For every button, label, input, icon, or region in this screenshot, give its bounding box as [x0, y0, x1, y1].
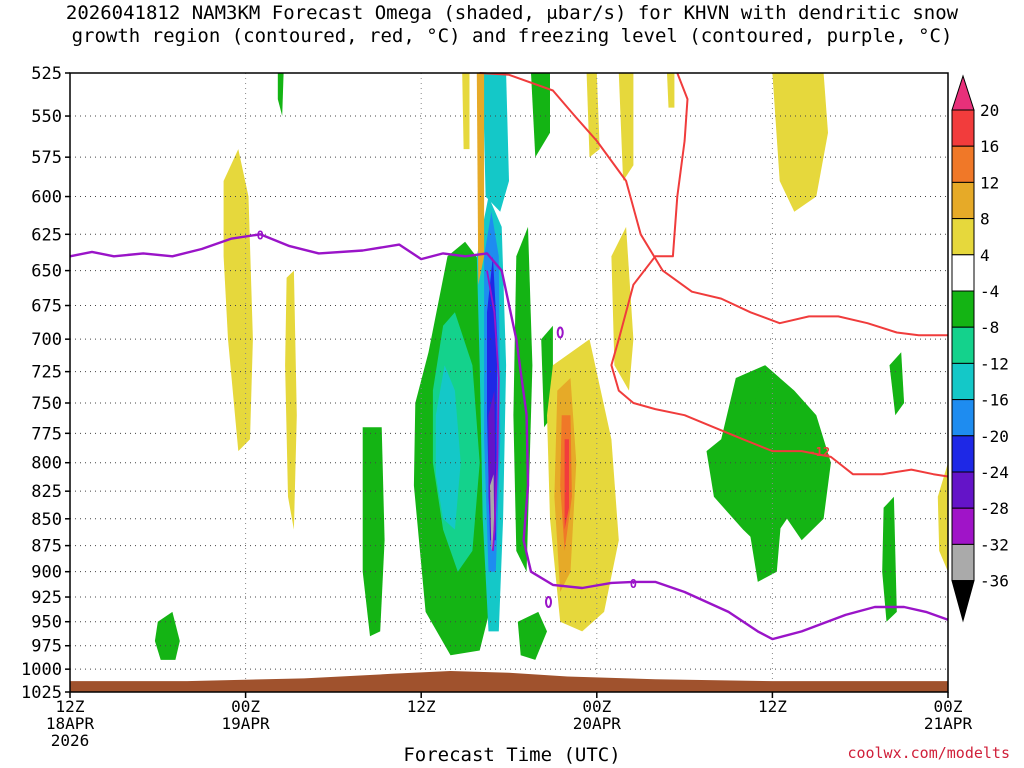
y-tick-label: 550 — [31, 107, 62, 127]
colorbar-label: -36 — [980, 572, 1009, 591]
freezing-level-label: 0 — [630, 577, 637, 591]
omega-shade-negative — [513, 226, 533, 572]
colorbar-label: -16 — [980, 391, 1009, 410]
freezing-level-contour — [69, 233, 949, 641]
x-tick-label: 21APR — [924, 714, 973, 733]
colorbar-label: -4 — [980, 282, 999, 301]
dgz-contour — [479, 72, 948, 337]
colorbar-segment — [951, 326, 975, 364]
x-tick-label: 00Z — [582, 697, 611, 716]
colorbar-segment — [951, 181, 975, 220]
x-tick-label: 12Z — [758, 697, 787, 716]
y-tick-label: 750 — [31, 394, 62, 414]
x-tick-label: 18APR — [46, 714, 95, 733]
colorbar-label: 4 — [980, 246, 990, 265]
colorbar-label: 20 — [980, 101, 999, 120]
colorbar-arrow-bottom — [951, 580, 975, 623]
omega-shade-negative — [362, 427, 385, 637]
omega-shade-negative — [277, 73, 284, 116]
x-tick-label: 2026 — [51, 731, 90, 750]
colorbar-label: -12 — [980, 354, 1009, 373]
omega-shade-positive — [223, 149, 253, 452]
x-tick-label: 12Z — [407, 697, 436, 716]
colorbar-label: -32 — [980, 535, 1009, 554]
y-tick-label: 775 — [31, 424, 62, 444]
colorbar-label: 16 — [980, 137, 999, 156]
freezing-level-label: 0 — [257, 228, 264, 242]
colorbar-label: 8 — [980, 210, 990, 229]
y-tick-label: 625 — [31, 225, 62, 245]
y-tick-label: 950 — [31, 613, 62, 633]
omega-shade-positive — [667, 73, 675, 108]
colorbar-segment — [951, 362, 975, 401]
colorbar-segment — [951, 507, 975, 545]
omega-shade-negative — [747, 365, 785, 582]
chart-title: 2026041812 NAM3KM Forecast Omega (shaded… — [65, 2, 959, 47]
y-tick-label: 575 — [31, 148, 62, 168]
y-tick-label: 600 — [31, 188, 62, 208]
omega-shade-negative — [482, 73, 509, 212]
colorbar-segment — [951, 435, 975, 473]
omega-shade-negative — [889, 352, 905, 416]
y-tick-label: 850 — [31, 510, 62, 530]
omega-shade-positive — [937, 462, 948, 572]
omega-shade-negative — [517, 611, 547, 660]
y-tick-label: 725 — [31, 363, 62, 383]
colorbar-label: -20 — [980, 427, 1009, 446]
freezing-level-contour — [545, 596, 553, 609]
credit-text: coolwx.com/modelts — [847, 744, 1010, 762]
omega-shade-negative — [490, 474, 495, 551]
y-tick-label: 650 — [31, 262, 62, 282]
colorbar-segment — [951, 109, 975, 147]
omega-shade-positive — [564, 439, 569, 530]
colorbar-label: 12 — [980, 173, 999, 192]
omega-shade-negative — [154, 611, 180, 660]
omega-shade-positive — [618, 73, 634, 181]
omega-shade-negative — [531, 73, 550, 158]
omega-shade-negative — [882, 496, 897, 622]
y-tick-label: 1000 — [21, 660, 62, 680]
colorbar-segment — [951, 145, 975, 183]
omega-shade-positive — [285, 270, 297, 530]
y-tick-label: 800 — [31, 454, 62, 474]
plot-frame — [69, 72, 949, 693]
y-tick-label: 975 — [31, 637, 62, 657]
omega-shade-positive — [772, 73, 828, 212]
y-tick-label: 825 — [31, 482, 62, 502]
omega-shade-negative — [435, 365, 461, 530]
omega-shade-positive — [462, 73, 470, 150]
x-tick-label: 12Z — [56, 697, 85, 716]
x-tick-label: 00Z — [231, 697, 260, 716]
colorbar-label: -28 — [980, 499, 1009, 518]
colorbar-segment — [951, 471, 975, 509]
omega-shade-positive — [611, 226, 634, 391]
x-axis-label: Forecast Time (UTC) — [403, 744, 621, 766]
y-tick-label: 875 — [31, 537, 62, 557]
colorbar-segment — [951, 543, 975, 582]
dgz-contour — [610, 72, 949, 478]
y-tick-label: 525 — [31, 64, 62, 84]
x-tick-label: 19APR — [222, 714, 271, 733]
dgz-label: -12 — [808, 445, 830, 459]
freezing-level-contour — [556, 326, 564, 339]
terrain-fill — [70, 671, 948, 692]
colorbar-segment — [951, 399, 975, 437]
colorbar-segment — [951, 290, 975, 328]
colorbar-label: -8 — [980, 318, 999, 337]
x-tick-label: 00Z — [934, 697, 963, 716]
x-tick-label: 20APR — [573, 714, 622, 733]
omega-shade-positive — [586, 73, 600, 158]
colorbar-segment — [951, 218, 975, 256]
y-tick-label: 675 — [31, 297, 62, 317]
colorbar-label: -24 — [980, 463, 1009, 482]
y-tick-label: 925 — [31, 588, 62, 608]
y-tick-label: 700 — [31, 330, 62, 350]
freezing-level-contour — [486, 270, 500, 551]
colorbar-segment — [951, 254, 975, 292]
y-tick-label: 900 — [31, 563, 62, 583]
omega-shade-positive — [476, 73, 485, 285]
y-tick-label: 1025 — [21, 683, 62, 703]
colorbar-arrow-top — [951, 74, 975, 111]
